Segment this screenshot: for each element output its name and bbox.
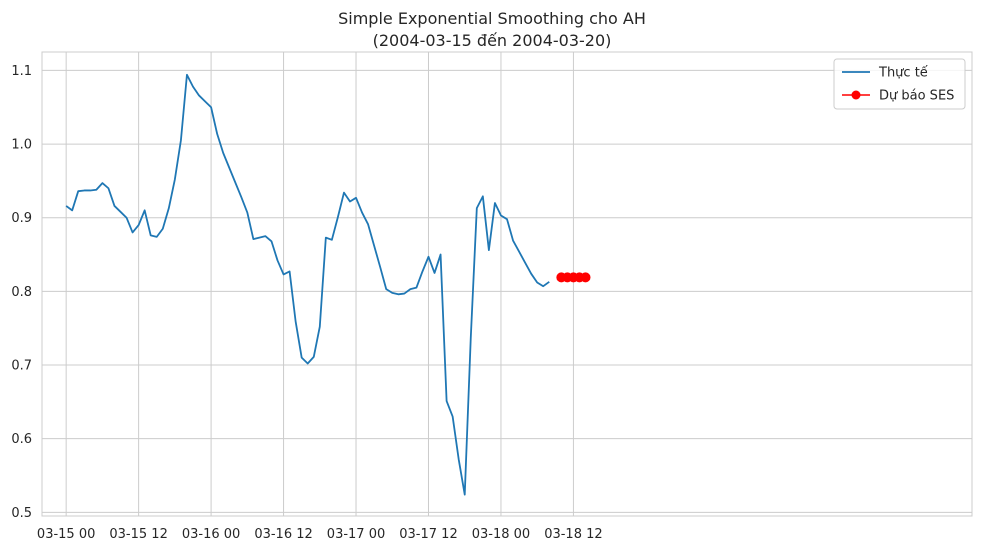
y-tick-label: 0.9 [11,211,32,226]
chart-title: Simple Exponential Smoothing cho AH [338,9,646,28]
series-line-actual [65,73,550,496]
x-tick-label: 03-15 12 [109,527,167,542]
x-axis-tick-labels: 03-15 00 03-15 12 03-16 00 03-16 12 03-17 00… [37,527,603,542]
legend-label-actual: Thực tế [878,66,928,81]
chart-subtitle: (2004-03-15 đến 2004-03-20) [373,31,612,50]
x-tick-label: 03-15 00 [37,527,95,542]
forecast-point [580,272,591,283]
y-tick-label: 0.7 [11,359,32,374]
y-gridlines [42,69,972,513]
x-tick-label: 03-16 12 [254,527,312,542]
legend-label-forecast: Dự báo SES [879,89,954,104]
x-tick-label: 03-17 00 [327,527,385,542]
legend-marker-forecast [851,90,861,100]
x-tick-label: 03-18 12 [544,527,602,542]
y-tick-label: 1.0 [11,138,32,153]
y-tick-label: 0.5 [11,506,32,521]
y-tick-label: 1.1 [11,64,32,79]
y-axis-tick-labels: 0.5 0.6 0.7 0.8 0.9 1.0 1.1 [11,64,32,521]
x-tick-label: 03-18 00 [472,527,530,542]
y-tick-label: 0.6 [11,432,32,447]
chart-title-group: Simple Exponential Smoothing cho AH (200… [338,9,646,50]
y-tick-label: 0.8 [11,285,32,300]
x-tick-label: 03-16 00 [182,527,240,542]
legend: Thực tế Dự báo SES [833,58,966,110]
x-tick-label: 03-17 12 [399,527,457,542]
series-layer [65,73,591,496]
x-gridlines [65,52,574,516]
plot-area [41,51,973,517]
